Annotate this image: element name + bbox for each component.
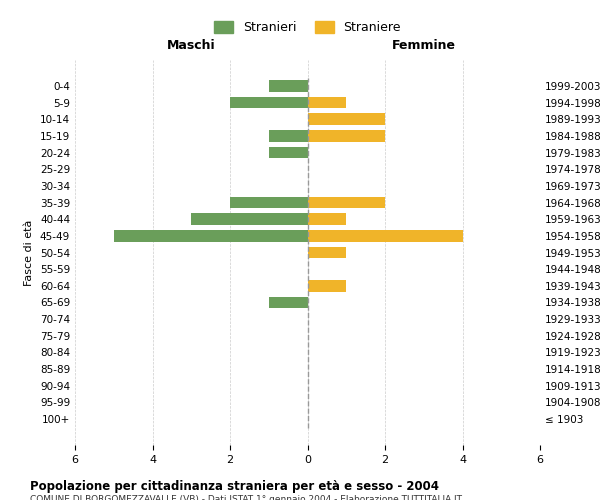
Bar (308, 196, 385, 208)
Bar (191, 214, 308, 225)
Text: Maschi: Maschi (167, 40, 215, 52)
Bar (308, 114, 385, 125)
Bar (308, 130, 385, 141)
Y-axis label: Fasce di età: Fasce di età (25, 220, 34, 286)
Bar (308, 230, 463, 241)
Bar (230, 96, 308, 108)
Text: Popolazione per cittadinanza straniera per età e sesso - 2004: Popolazione per cittadinanza straniera p… (30, 480, 439, 493)
Bar (269, 296, 308, 308)
Bar (308, 280, 346, 291)
Bar (269, 146, 308, 158)
Bar (230, 196, 308, 208)
Bar (269, 80, 308, 92)
Bar (308, 246, 346, 258)
Text: Femmine: Femmine (392, 40, 456, 52)
Bar (308, 214, 346, 225)
Bar (114, 230, 308, 241)
Bar (308, 96, 346, 108)
Bar (269, 130, 308, 141)
Legend: Stranieri, Straniere: Stranieri, Straniere (209, 16, 406, 39)
Text: COMUNE DI BORGOMEZZAVALLE (VB) - Dati ISTAT 1° gennaio 2004 - Elaborazione TUTTI: COMUNE DI BORGOMEZZAVALLE (VB) - Dati IS… (30, 495, 462, 500)
